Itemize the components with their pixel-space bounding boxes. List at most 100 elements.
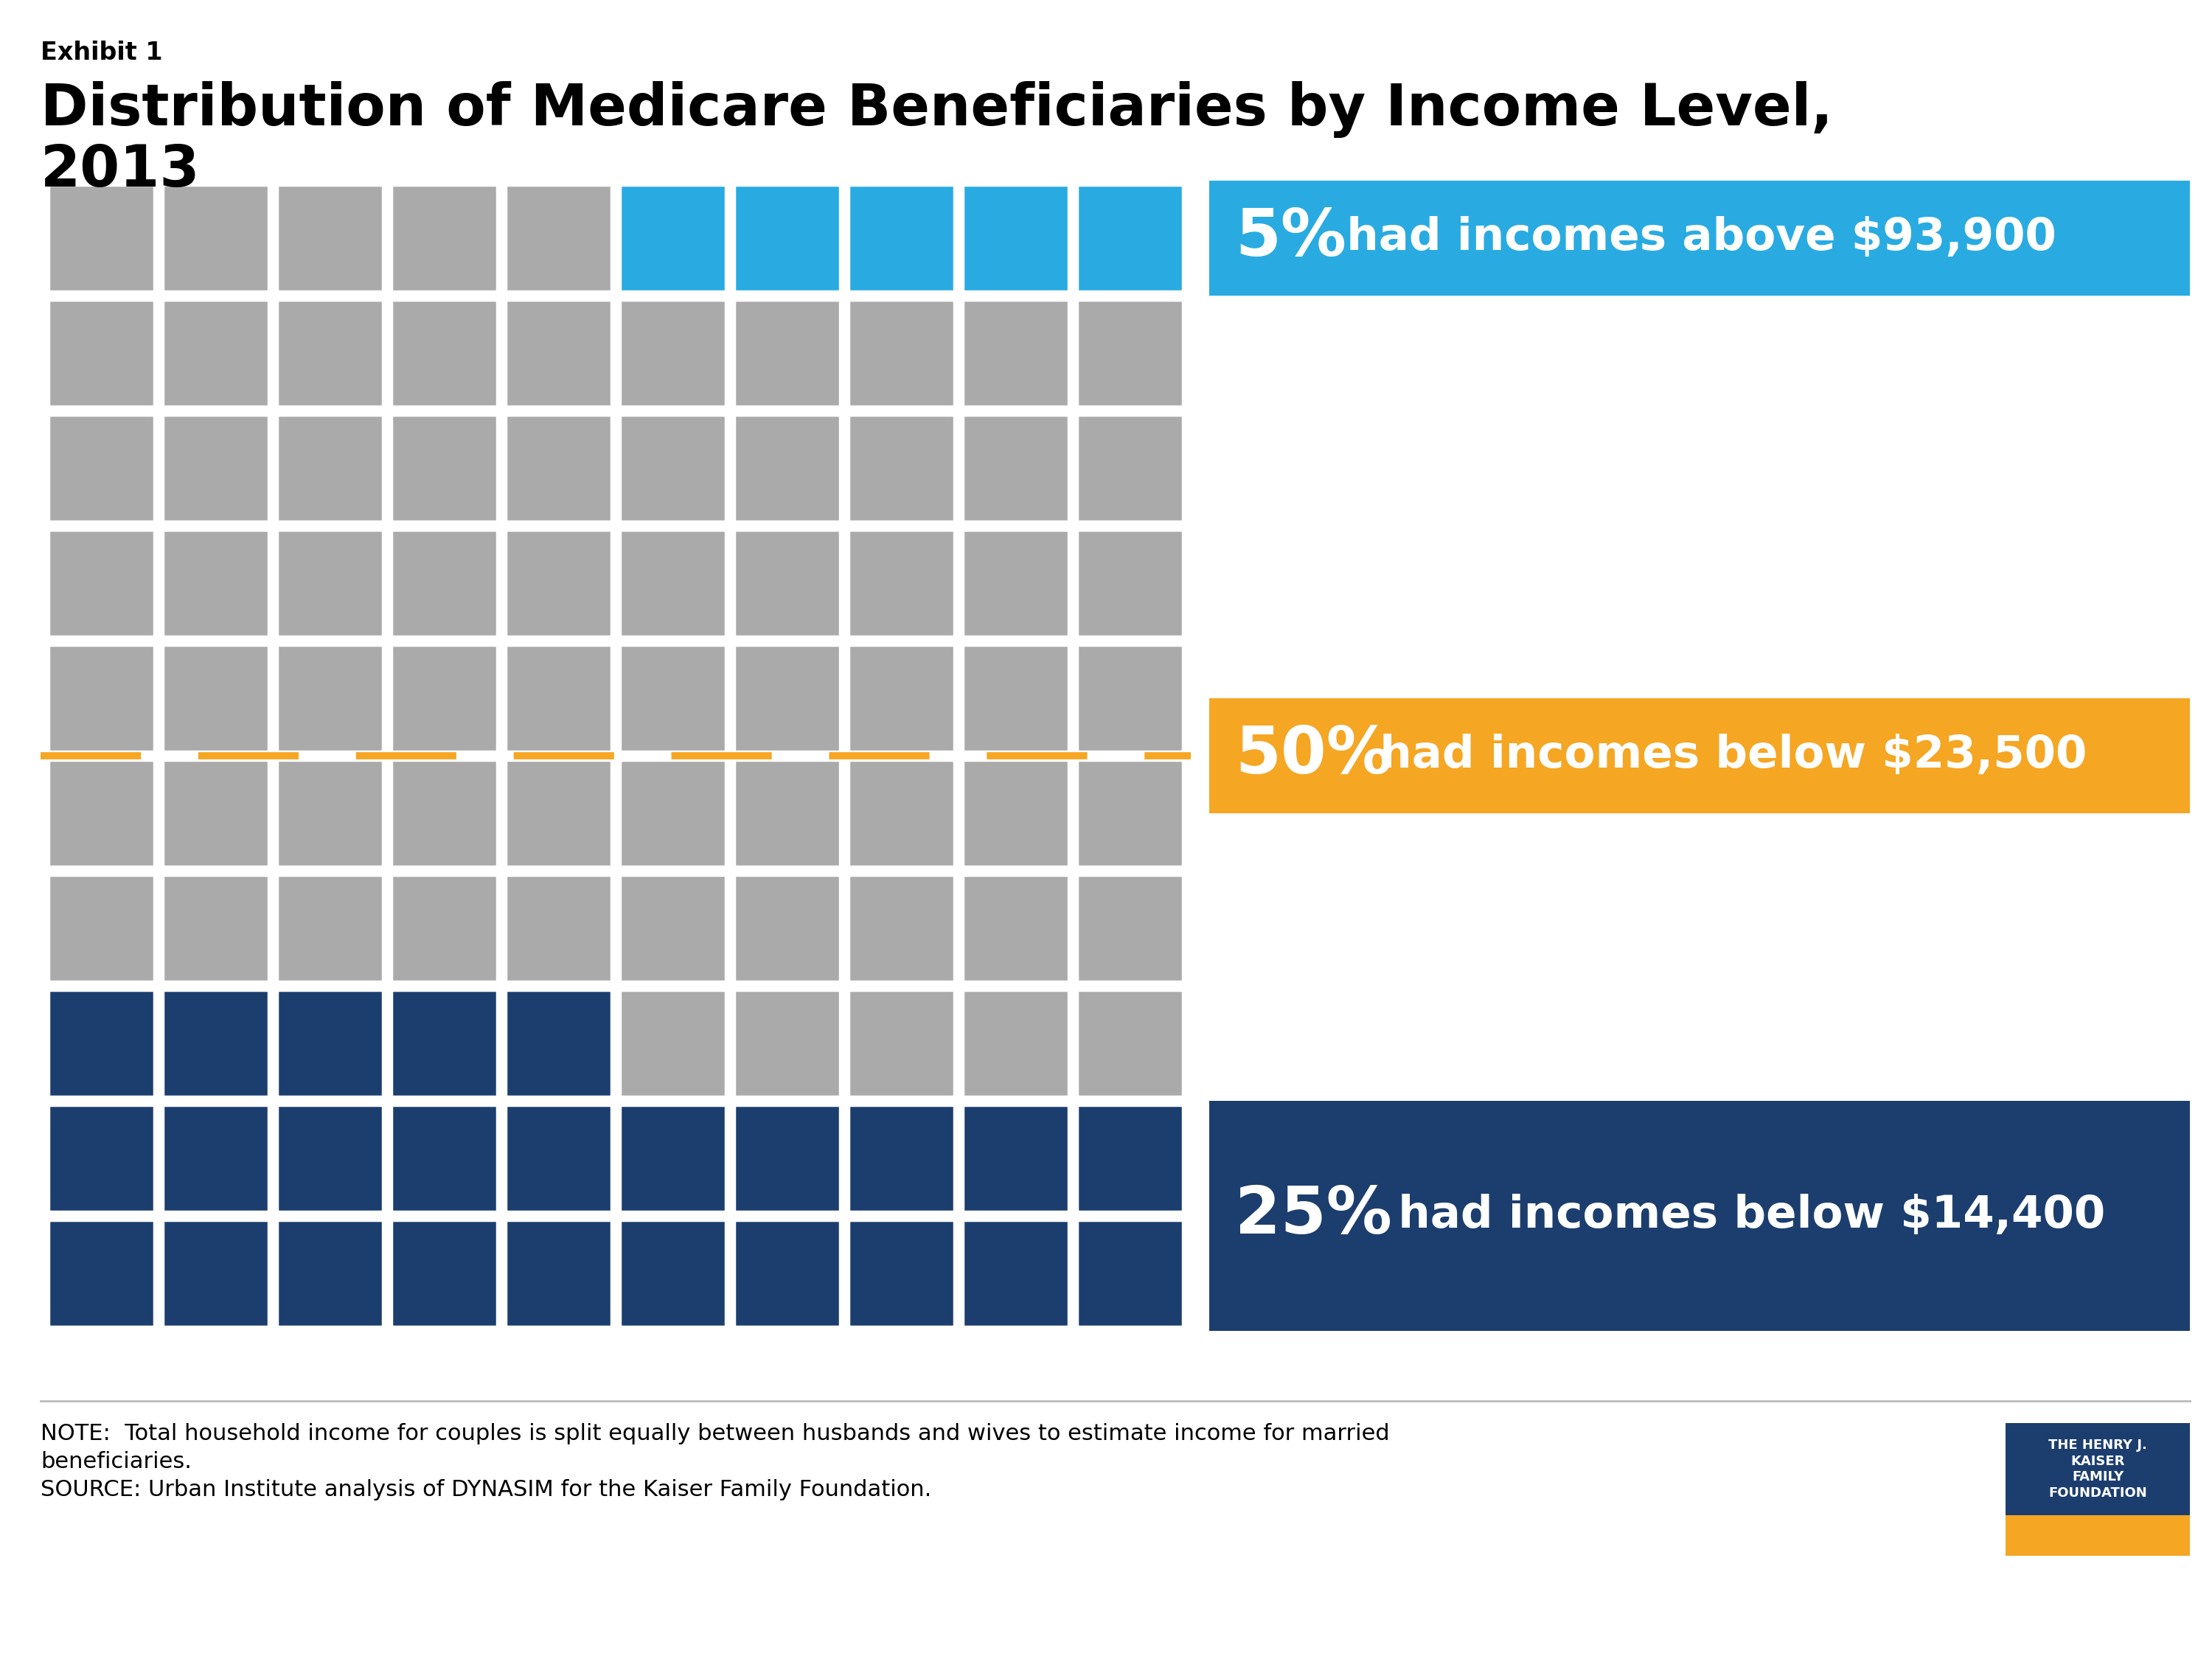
Bar [392,990,498,1097]
Bar [392,760,498,866]
Bar [619,876,726,982]
Bar [276,990,383,1097]
Bar [962,531,1068,637]
Text: Exhibit 1: Exhibit 1 [40,40,164,65]
Bar [2006,1423,2190,1515]
Bar [962,1221,1068,1327]
Bar [164,990,268,1097]
Bar [392,415,498,521]
Bar [962,645,1068,752]
Bar [49,1105,155,1211]
Bar [962,990,1068,1097]
Bar [962,186,1068,292]
Bar [507,990,611,1097]
Bar [49,531,155,637]
Bar [164,300,268,406]
Bar [276,645,383,752]
Text: SOURCE: Urban Institute analysis of DYNASIM for the Kaiser Family Foundation.: SOURCE: Urban Institute analysis of DYNA… [40,1480,931,1500]
Bar [1077,186,1183,292]
Bar [734,531,841,637]
Bar [164,186,268,292]
Text: THE HENRY J.
KAISER
FAMILY
FOUNDATION: THE HENRY J. KAISER FAMILY FOUNDATION [2048,1438,2148,1500]
Text: 5%: 5% [1234,206,1347,270]
Text: Distribution of Medicare Beneficiaries by Income Level,
2013: Distribution of Medicare Beneficiaries b… [40,81,1834,199]
Bar [49,415,155,521]
Bar [276,876,383,982]
Text: had incomes below $14,400: had incomes below $14,400 [1382,1194,2106,1238]
Bar [619,1221,726,1327]
Bar [962,1105,1068,1211]
Bar [164,876,268,982]
Bar [1210,1102,2190,1331]
Bar [2006,1515,2190,1556]
Bar [1077,415,1183,521]
Bar [734,645,841,752]
Bar [164,645,268,752]
Bar [849,990,953,1097]
Bar [49,645,155,752]
Bar [1077,300,1183,406]
Bar [49,300,155,406]
Text: 25%: 25% [1234,1185,1391,1248]
Bar [276,531,383,637]
Bar [164,1105,268,1211]
Text: had incomes below $23,500: had incomes below $23,500 [1365,733,2086,778]
Bar [734,1105,841,1211]
Bar [1077,876,1183,982]
Bar [507,1221,611,1327]
Bar [276,1105,383,1211]
Bar [49,186,155,292]
Bar [734,876,841,982]
Text: 50%: 50% [1234,723,1391,788]
Bar [276,1221,383,1327]
Bar [164,760,268,866]
Bar [619,990,726,1097]
Bar [619,531,726,637]
Text: beneficiaries.: beneficiaries. [40,1452,192,1473]
Bar [1210,698,2190,813]
Bar [49,990,155,1097]
Bar [1077,1105,1183,1211]
Bar [962,415,1068,521]
Bar [392,1221,498,1327]
Bar [619,186,726,292]
Bar [734,990,841,1097]
Bar [164,531,268,637]
Bar [164,415,268,521]
Bar [507,415,611,521]
Bar [1077,645,1183,752]
Bar [49,1221,155,1327]
Bar [962,876,1068,982]
Bar [507,300,611,406]
Bar [849,531,953,637]
Bar [849,300,953,406]
Bar [619,760,726,866]
Bar [392,876,498,982]
Bar [849,1105,953,1211]
Bar [164,1221,268,1327]
Bar [619,1105,726,1211]
Bar [734,1221,841,1327]
Bar [1077,990,1183,1097]
Bar [507,760,611,866]
Bar [619,415,726,521]
Bar [1077,760,1183,866]
Bar [734,186,841,292]
Bar [849,1221,953,1327]
Bar [849,876,953,982]
Bar [849,415,953,521]
Bar [507,531,611,637]
Bar [849,760,953,866]
Bar [392,531,498,637]
Bar [392,300,498,406]
Text: NOTE:  Total household income for couples is split equally between husbands and : NOTE: Total household income for couples… [40,1423,1389,1445]
Bar [962,760,1068,866]
Bar [507,1105,611,1211]
Bar [392,1105,498,1211]
Bar [1077,1221,1183,1327]
Text: had incomes above $93,900: had incomes above $93,900 [1332,216,2057,260]
Bar [734,300,841,406]
Bar [619,645,726,752]
Bar [49,760,155,866]
Bar [276,186,383,292]
